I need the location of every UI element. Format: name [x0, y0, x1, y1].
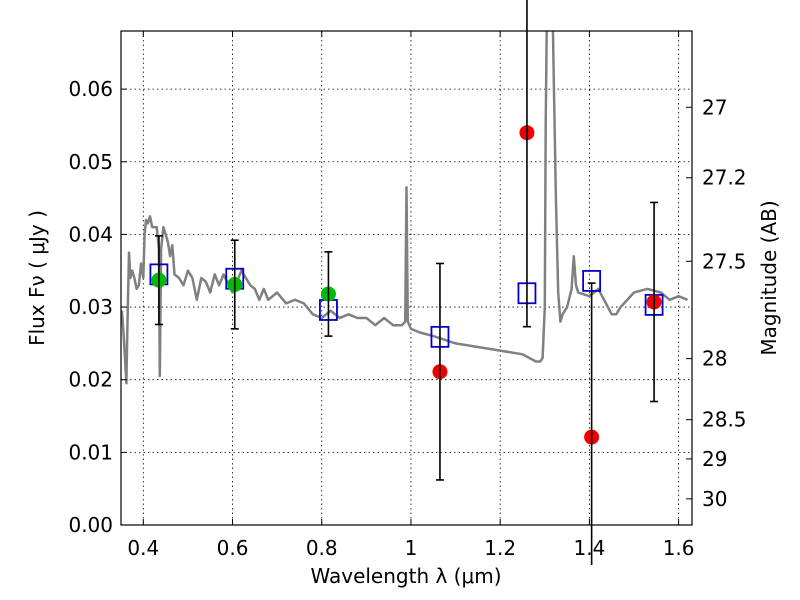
x-tick-label: 0.6: [217, 536, 249, 560]
y-axis-title: Flux Fν ( μJy ): [25, 210, 49, 346]
x-tick-label: 1.6: [663, 536, 695, 560]
x-axis-title: Wavelength λ (μm): [310, 564, 501, 588]
y-tick-label: 0.04: [68, 222, 113, 246]
y-tick-label: 0.05: [68, 150, 113, 174]
x-tick-label: 1.2: [484, 536, 516, 560]
y-tick-label: 0.06: [68, 77, 113, 101]
right-tick-label: 27.2: [702, 166, 747, 190]
x-tick-label: 1.4: [573, 536, 605, 560]
y-tick-label: 0.03: [68, 295, 113, 319]
right-tick-label: 29: [702, 447, 727, 471]
x-tick-label: 1: [405, 536, 418, 560]
plot-frame: [120, 30, 693, 526]
right-tick-label: 28: [702, 347, 727, 371]
sed-line: [121, 31, 688, 385]
y-tick-label: 0.01: [68, 440, 113, 464]
right-tick-label: 27.5: [702, 249, 747, 273]
x-tick-label: 0.8: [306, 536, 338, 560]
error-bars: [154, 0, 659, 565]
y-tick-label: 0.00: [68, 513, 113, 537]
right-tick-label: 28.5: [702, 408, 747, 432]
x-tick-label: 0.4: [127, 536, 159, 560]
right-tick-label: 27: [702, 95, 727, 119]
y-tick-label: 0.02: [68, 368, 113, 392]
right-tick-label: 30: [702, 487, 727, 511]
ticks: 0.4 0.6 0.8 1 1.2 1.4 1.6 0.00 0.01 0.02 0.03 0.04 0…: [68, 31, 747, 560]
y-axis-right-title: Magnitude (AB): [757, 200, 781, 355]
